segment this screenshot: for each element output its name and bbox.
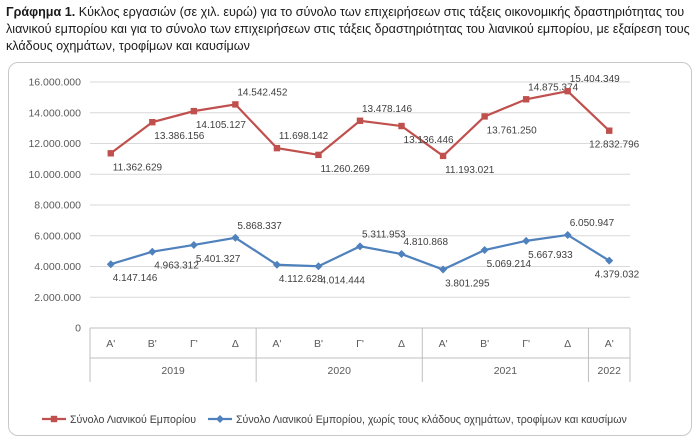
data-label: 4.963.312: [154, 261, 199, 272]
data-point: [356, 242, 364, 251]
x-tick-label: Δ: [232, 338, 239, 350]
data-label: 13.478.146: [362, 104, 412, 115]
chart-frame: [8, 62, 692, 436]
data-point: [315, 151, 322, 159]
data-label: 5.868.337: [237, 221, 282, 232]
y-tick-label: 16.000.000: [28, 77, 81, 89]
x-tick-label: Γ': [356, 338, 364, 350]
data-point: [149, 118, 156, 126]
data-point: [439, 265, 448, 274]
data-point: [522, 96, 530, 103]
data-label: 4.379.032: [595, 270, 640, 281]
caption-label: Γράφημα 1.: [6, 5, 76, 19]
data-point: [398, 122, 405, 130]
data-label: 4.810.868: [404, 237, 449, 248]
year-label: 2022: [598, 365, 622, 377]
data-point: [272, 260, 281, 269]
data-label: 14.875.374: [528, 82, 578, 93]
data-label: 11.260.269: [320, 164, 370, 175]
data-point: [232, 101, 239, 108]
legend-label: Σύνολο Λιανικού Εμπορίου: [70, 414, 196, 426]
data-label: 4.014.444: [320, 275, 365, 286]
data-label: 14.105.127: [196, 120, 246, 131]
y-tick-label: 14.000.000: [28, 107, 81, 119]
x-tick-label: Α': [106, 338, 115, 350]
data-label: 5.069.214: [487, 259, 532, 270]
x-tick-label: Δ: [398, 338, 405, 350]
data-point: [606, 127, 613, 134]
x-tick-label: Α': [439, 338, 448, 350]
data-point: [106, 260, 115, 269]
data-point: [190, 107, 198, 115]
data-point: [439, 152, 447, 160]
data-point: [107, 150, 114, 157]
data-point: [605, 256, 614, 265]
y-tick-label: 4.000.000: [34, 261, 81, 273]
y-tick-label: 12.000.000: [28, 138, 81, 150]
data-label: 3.801.295: [445, 279, 490, 290]
data-point: [397, 250, 406, 259]
y-tick-label: 0: [75, 323, 81, 335]
y-tick-label: 10.000.000: [28, 169, 81, 181]
x-tick-label: Α': [605, 338, 614, 350]
data-label: 5.401.327: [196, 254, 241, 265]
data-label: 14.542.452: [237, 87, 287, 98]
x-tick-label: Γ': [190, 338, 198, 350]
data-label: 13.386.156: [154, 131, 204, 142]
data-point: [273, 144, 281, 152]
x-tick-label: Γ': [522, 338, 530, 350]
y-tick-label: 2.000.000: [34, 292, 81, 304]
legend-label: Σύνολο Λιανικού Εμπορίου, χωρίς τους κλά…: [236, 414, 627, 426]
year-label: 2019: [161, 365, 185, 377]
data-label: 13.136.446: [404, 135, 454, 146]
legend-marker: [216, 415, 224, 423]
data-point: [564, 87, 571, 95]
data-label: 11.362.629: [113, 162, 163, 173]
year-label: 2021: [494, 365, 518, 377]
data-label: 11.698.142: [279, 131, 329, 142]
data-label: 12.832.796: [589, 140, 639, 151]
data-label: 5.667.933: [528, 250, 573, 261]
x-tick-label: Δ: [564, 338, 571, 350]
data-point: [480, 246, 489, 255]
data-label: 4.147.146: [113, 273, 158, 284]
x-tick-label: Α': [272, 338, 281, 350]
data-point: [356, 117, 364, 124]
data-label: 5.311.953: [362, 229, 406, 240]
data-label: 15.404.349: [570, 74, 620, 85]
data-point: [481, 113, 488, 120]
caption-text: Κύκλος εργασιών (σε χιλ. ευρώ) για το σύ…: [6, 5, 690, 53]
x-tick-label: Β': [148, 338, 157, 350]
data-point: [189, 240, 198, 249]
x-tick-label: Β': [480, 338, 489, 350]
data-point: [231, 233, 240, 242]
y-tick-label: 6.000.000: [34, 230, 81, 242]
data-label: 13.761.250: [487, 125, 537, 136]
year-label: 2020: [328, 365, 352, 377]
data-point: [522, 236, 531, 245]
data-label: 11.193.021: [445, 165, 495, 176]
y-tick-label: 8.000.000: [34, 200, 81, 212]
data-point: [148, 247, 157, 256]
data-point: [314, 262, 323, 271]
legend-marker: [50, 415, 58, 423]
chart-caption: Γράφημα 1. Κύκλος εργασιών (σε χιλ. ευρώ…: [6, 4, 694, 55]
x-tick-label: Β': [314, 338, 323, 350]
data-point: [563, 230, 572, 239]
data-label: 4.112.628: [279, 274, 323, 285]
data-label: 6.050.947: [570, 218, 615, 229]
